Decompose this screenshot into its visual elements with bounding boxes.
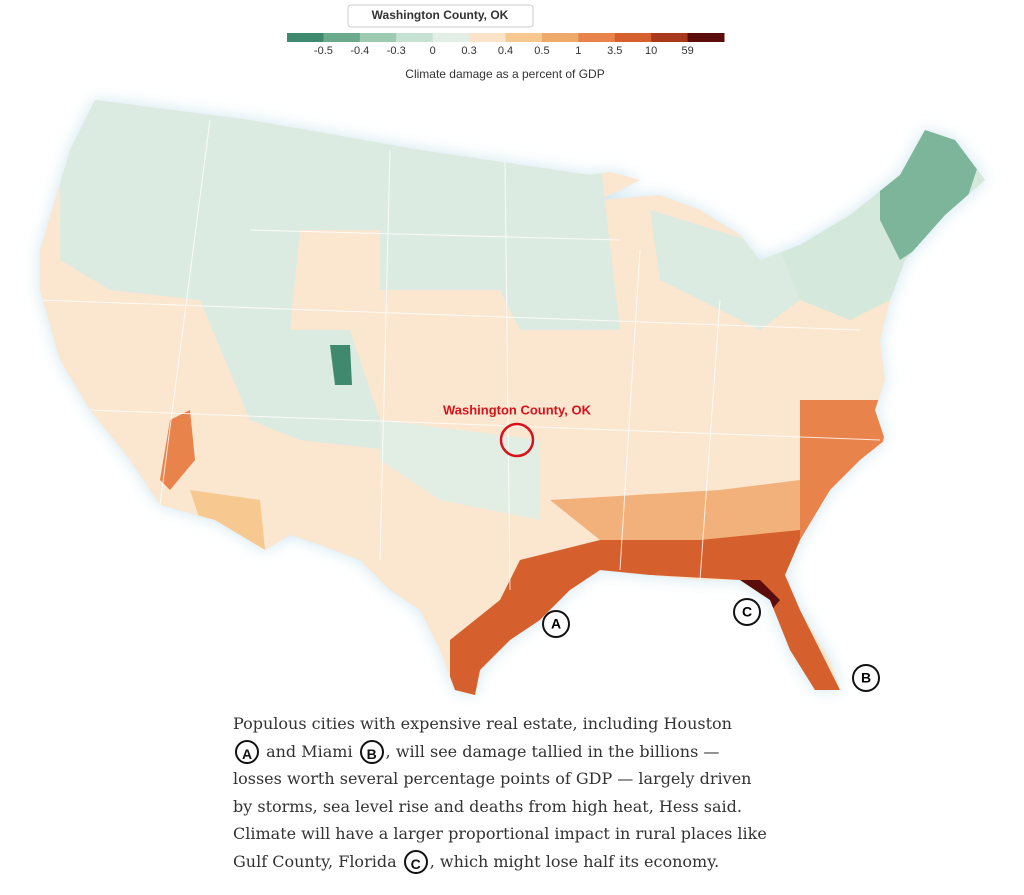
legend-label: -0.4: [350, 45, 369, 57]
legend-label: 0: [430, 45, 436, 57]
legend-label: 59: [681, 45, 693, 57]
inline-marker: C: [403, 850, 428, 874]
legend-swatch: [687, 33, 725, 42]
text-line: losses worth several percentage points o…: [233, 765, 793, 793]
legend-swatch: [323, 33, 361, 42]
legend-caption: Climate damage as a percent of GDP: [405, 67, 604, 81]
search-box[interactable]: [347, 4, 534, 28]
legend-label: 3.5: [607, 45, 622, 57]
text-line: Climate will have a larger proportional …: [233, 820, 793, 848]
text-segment: Populous cities with expensive real esta…: [233, 714, 732, 733]
legend-swatch: [469, 33, 506, 42]
map-markers: A C B: [542, 598, 880, 692]
legend-swatch: [359, 33, 397, 42]
map-fill: [40, 100, 985, 695]
text-segment: by storms, sea level rise and deaths fro…: [233, 796, 742, 816]
search-text: Washington County, OK: [372, 8, 509, 22]
text-segment: and Miami: [261, 741, 358, 761]
legend-label: 1: [575, 45, 581, 57]
text-segment: , will see damage tallied in the billion…: [385, 741, 720, 761]
text-segment: losses worth several percentage points o…: [233, 769, 752, 788]
legend-swatch: [651, 33, 689, 42]
legend-label: -0.3: [387, 45, 406, 57]
legend: -0.5 -0.4 -0.3 0 0.3 0.4 0.5 1 3.5 10 59: [287, 33, 725, 57]
marker-label: C: [742, 604, 752, 620]
highlight-label: Washington County, OK: [443, 402, 592, 417]
paragraph: Populous cities with expensive real esta…: [233, 710, 793, 875]
legend-swatch: [432, 33, 470, 42]
inline-marker: B: [359, 740, 384, 764]
marker-circle: [542, 610, 570, 638]
text-line: by storms, sea level rise and deaths fro…: [233, 793, 793, 821]
text-segment: , which might lose half its economy.: [429, 851, 720, 871]
legend-label: -0.5: [314, 45, 333, 57]
text-line: Populous cities with expensive real esta…: [233, 710, 793, 738]
text-segment: Climate will have a larger proportional …: [233, 824, 767, 843]
marker-circle: [733, 598, 761, 626]
text-line: Gulf County, Florida C, which might lose…: [233, 848, 793, 876]
legend-swatch: [541, 33, 579, 42]
legend-swatch: [396, 33, 434, 42]
marker-circle: [852, 664, 880, 692]
us-map: Washington County, OK A C B: [40, 100, 985, 695]
legend-label: 0.4: [498, 45, 513, 57]
inline-marker: A: [235, 740, 259, 764]
marker-label: B: [861, 670, 871, 686]
legend-swatch: [614, 33, 652, 42]
highlight-circle: [499, 422, 535, 458]
legend-swatch: [505, 33, 543, 42]
text-segment: Gulf County, Florida: [233, 851, 402, 871]
legend-label: 10: [645, 45, 657, 57]
legend-swatch: [287, 33, 324, 42]
legend-label: 0.5: [534, 45, 549, 57]
marker-label: A: [551, 616, 561, 632]
legend-area: Washington County, OK -0.5 -0.4 -0.3 0 0.3 0.…: [287, 4, 725, 81]
text-line: A and Miami B, will see damage tallied i…: [233, 738, 793, 766]
legend-label: 0.3: [461, 45, 476, 57]
legend-swatch: [578, 33, 616, 42]
